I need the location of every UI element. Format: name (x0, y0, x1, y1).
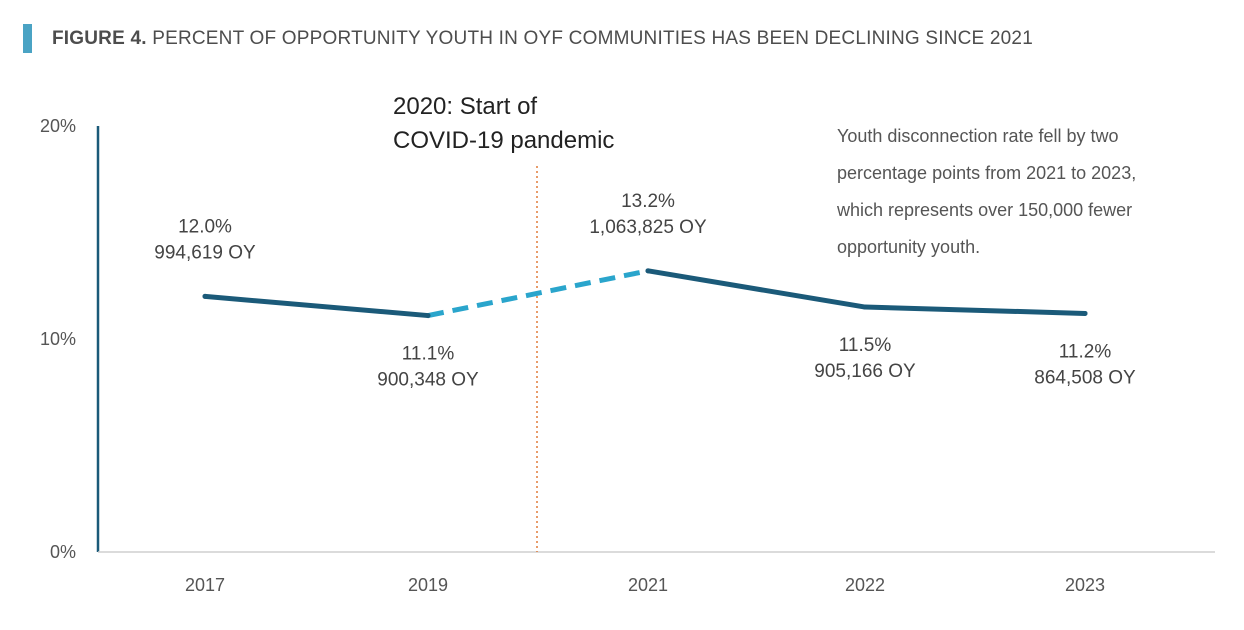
annotation-line: percentage points from 2021 to 2023, (837, 163, 1136, 183)
series-lines (202, 268, 1088, 319)
axes: 20% 10% 0% 2017 2019 2021 2022 2023 (40, 116, 1215, 595)
data-point (862, 304, 868, 310)
data-label-pct: 11.1% (402, 344, 455, 365)
data-label-pct: 13.2% (621, 191, 675, 212)
data-label-count: 864,508 OY (1034, 367, 1136, 388)
data-label-pct: 11.5% (839, 335, 892, 356)
data-point (1082, 310, 1088, 316)
y-tick-label: 10% (40, 329, 76, 349)
x-tick-label: 2017 (185, 575, 225, 595)
data-label-count: 900,348 OY (377, 370, 479, 391)
data-point (202, 293, 208, 299)
event-marker: 2020: Start of COVID-19 pandemic (393, 93, 614, 552)
x-tick-label: 2021 (628, 575, 668, 595)
series-segment-dashed (427, 268, 649, 319)
event-label-line1: 2020: Start of (393, 93, 537, 120)
event-label-line2: COVID-19 pandemic (393, 127, 614, 154)
data-point (645, 268, 651, 274)
series-segment (202, 293, 431, 319)
annotation-note: Youth disconnection rate fell by two perc… (836, 126, 1136, 257)
x-tick-label: 2023 (1065, 575, 1105, 595)
figure-label: FIGURE 4. (52, 28, 147, 49)
data-labels: 12.0% 994,619 OY 11.1% 900,348 OY 13.2% 1,063… (154, 191, 1136, 391)
data-label-count: 1,063,825 OY (589, 217, 707, 238)
title-accent-bar (23, 24, 32, 53)
title-text: PERCENT OF OPPORTUNITY YOUTH IN OYF COMM… (152, 28, 1033, 49)
annotation-line: which represents over 150,000 fewer (836, 200, 1132, 220)
x-tick-label: 2019 (408, 575, 448, 595)
data-label-count: 905,166 OY (814, 361, 916, 382)
series-segment (862, 304, 1088, 316)
series-segment (645, 268, 868, 310)
y-tick-label: 0% (50, 542, 76, 562)
chart-title: FIGURE 4. PERCENT OF OPPORTUNITY YOUTH I… (52, 28, 1033, 50)
x-tick-label: 2022 (845, 575, 885, 595)
data-label-pct: 11.2% (1059, 341, 1112, 362)
annotation-line: Youth disconnection rate fell by two (837, 126, 1119, 146)
y-tick-label: 20% (40, 116, 76, 136)
data-label-pct: 12.0% (178, 216, 232, 237)
data-point (425, 313, 431, 319)
data-label-count: 994,619 OY (154, 242, 256, 263)
annotation-line: opportunity youth. (837, 237, 980, 257)
